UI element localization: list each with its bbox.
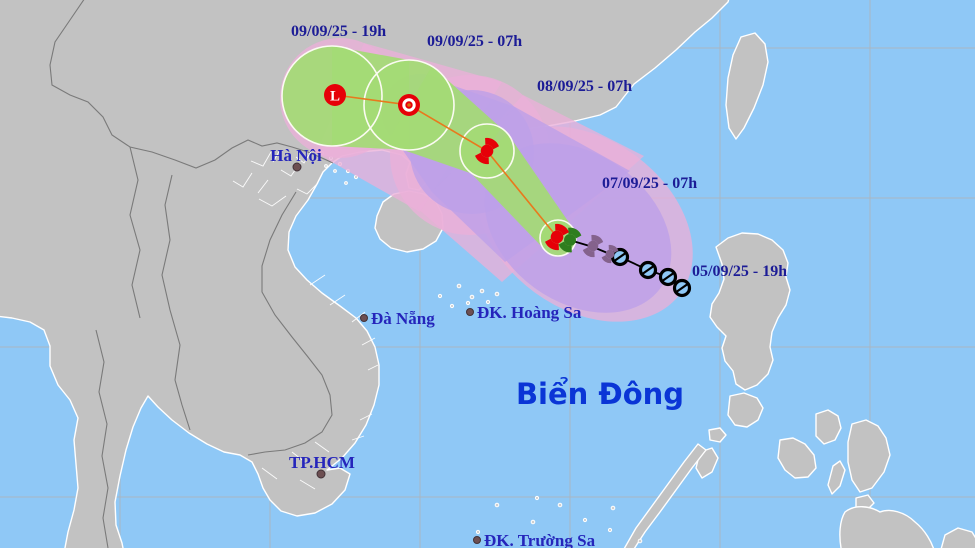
tropical-depression-symbols (610, 247, 692, 298)
luzon-island (709, 232, 791, 391)
place-tphcm: TP.HCM (289, 453, 355, 479)
place-label-hoangsa: ĐK. Hoàng Sa (477, 303, 582, 322)
place-hanoi: Hà Nội (270, 146, 322, 172)
place-label-truongsa: ĐK. Trường Sa (484, 531, 596, 548)
timestamp-0709-07h: 07/09/25 - 07h (602, 175, 697, 192)
taiwan-island (725, 32, 769, 140)
timestamp-0809-07h: 08/09/25 - 07h (537, 78, 632, 95)
storm-symbols: L (324, 84, 622, 266)
place-truongsa: ĐK. Trường Sa (473, 531, 596, 548)
place-label-tphcm: TP.HCM (289, 453, 355, 472)
place-labels: Hà Nội Đà Nẵng ĐK. Hoàng Sa TP.HCM ĐK. T… (270, 146, 595, 548)
low-pressure-letter: L (330, 88, 340, 104)
low-pressure-icon: L (324, 84, 346, 106)
timestamp-0909-07h: 09/09/25 - 07h (427, 33, 522, 50)
place-hoangsa: ĐK. Hoàng Sa (466, 303, 582, 322)
place-label-hanoi: Hà Nội (270, 146, 322, 165)
timestamp-0909-19h: 09/09/25 - 19h (291, 23, 386, 40)
timestamp-labels: 09/09/25 - 19h 09/09/25 - 07h 08/09/25 -… (291, 23, 787, 280)
province-borders (232, 149, 379, 490)
country-borders (49, 0, 334, 548)
island-group-philippines (623, 392, 975, 548)
sea-name-label: Biển Đông (516, 377, 684, 411)
place-label-danang: Đà Nẵng (371, 309, 435, 328)
depression-forecast-icon (398, 94, 420, 116)
timestamp-0509-19h: 05/09/25 - 19h (692, 263, 787, 280)
place-danang: Đà Nẵng (360, 309, 435, 328)
